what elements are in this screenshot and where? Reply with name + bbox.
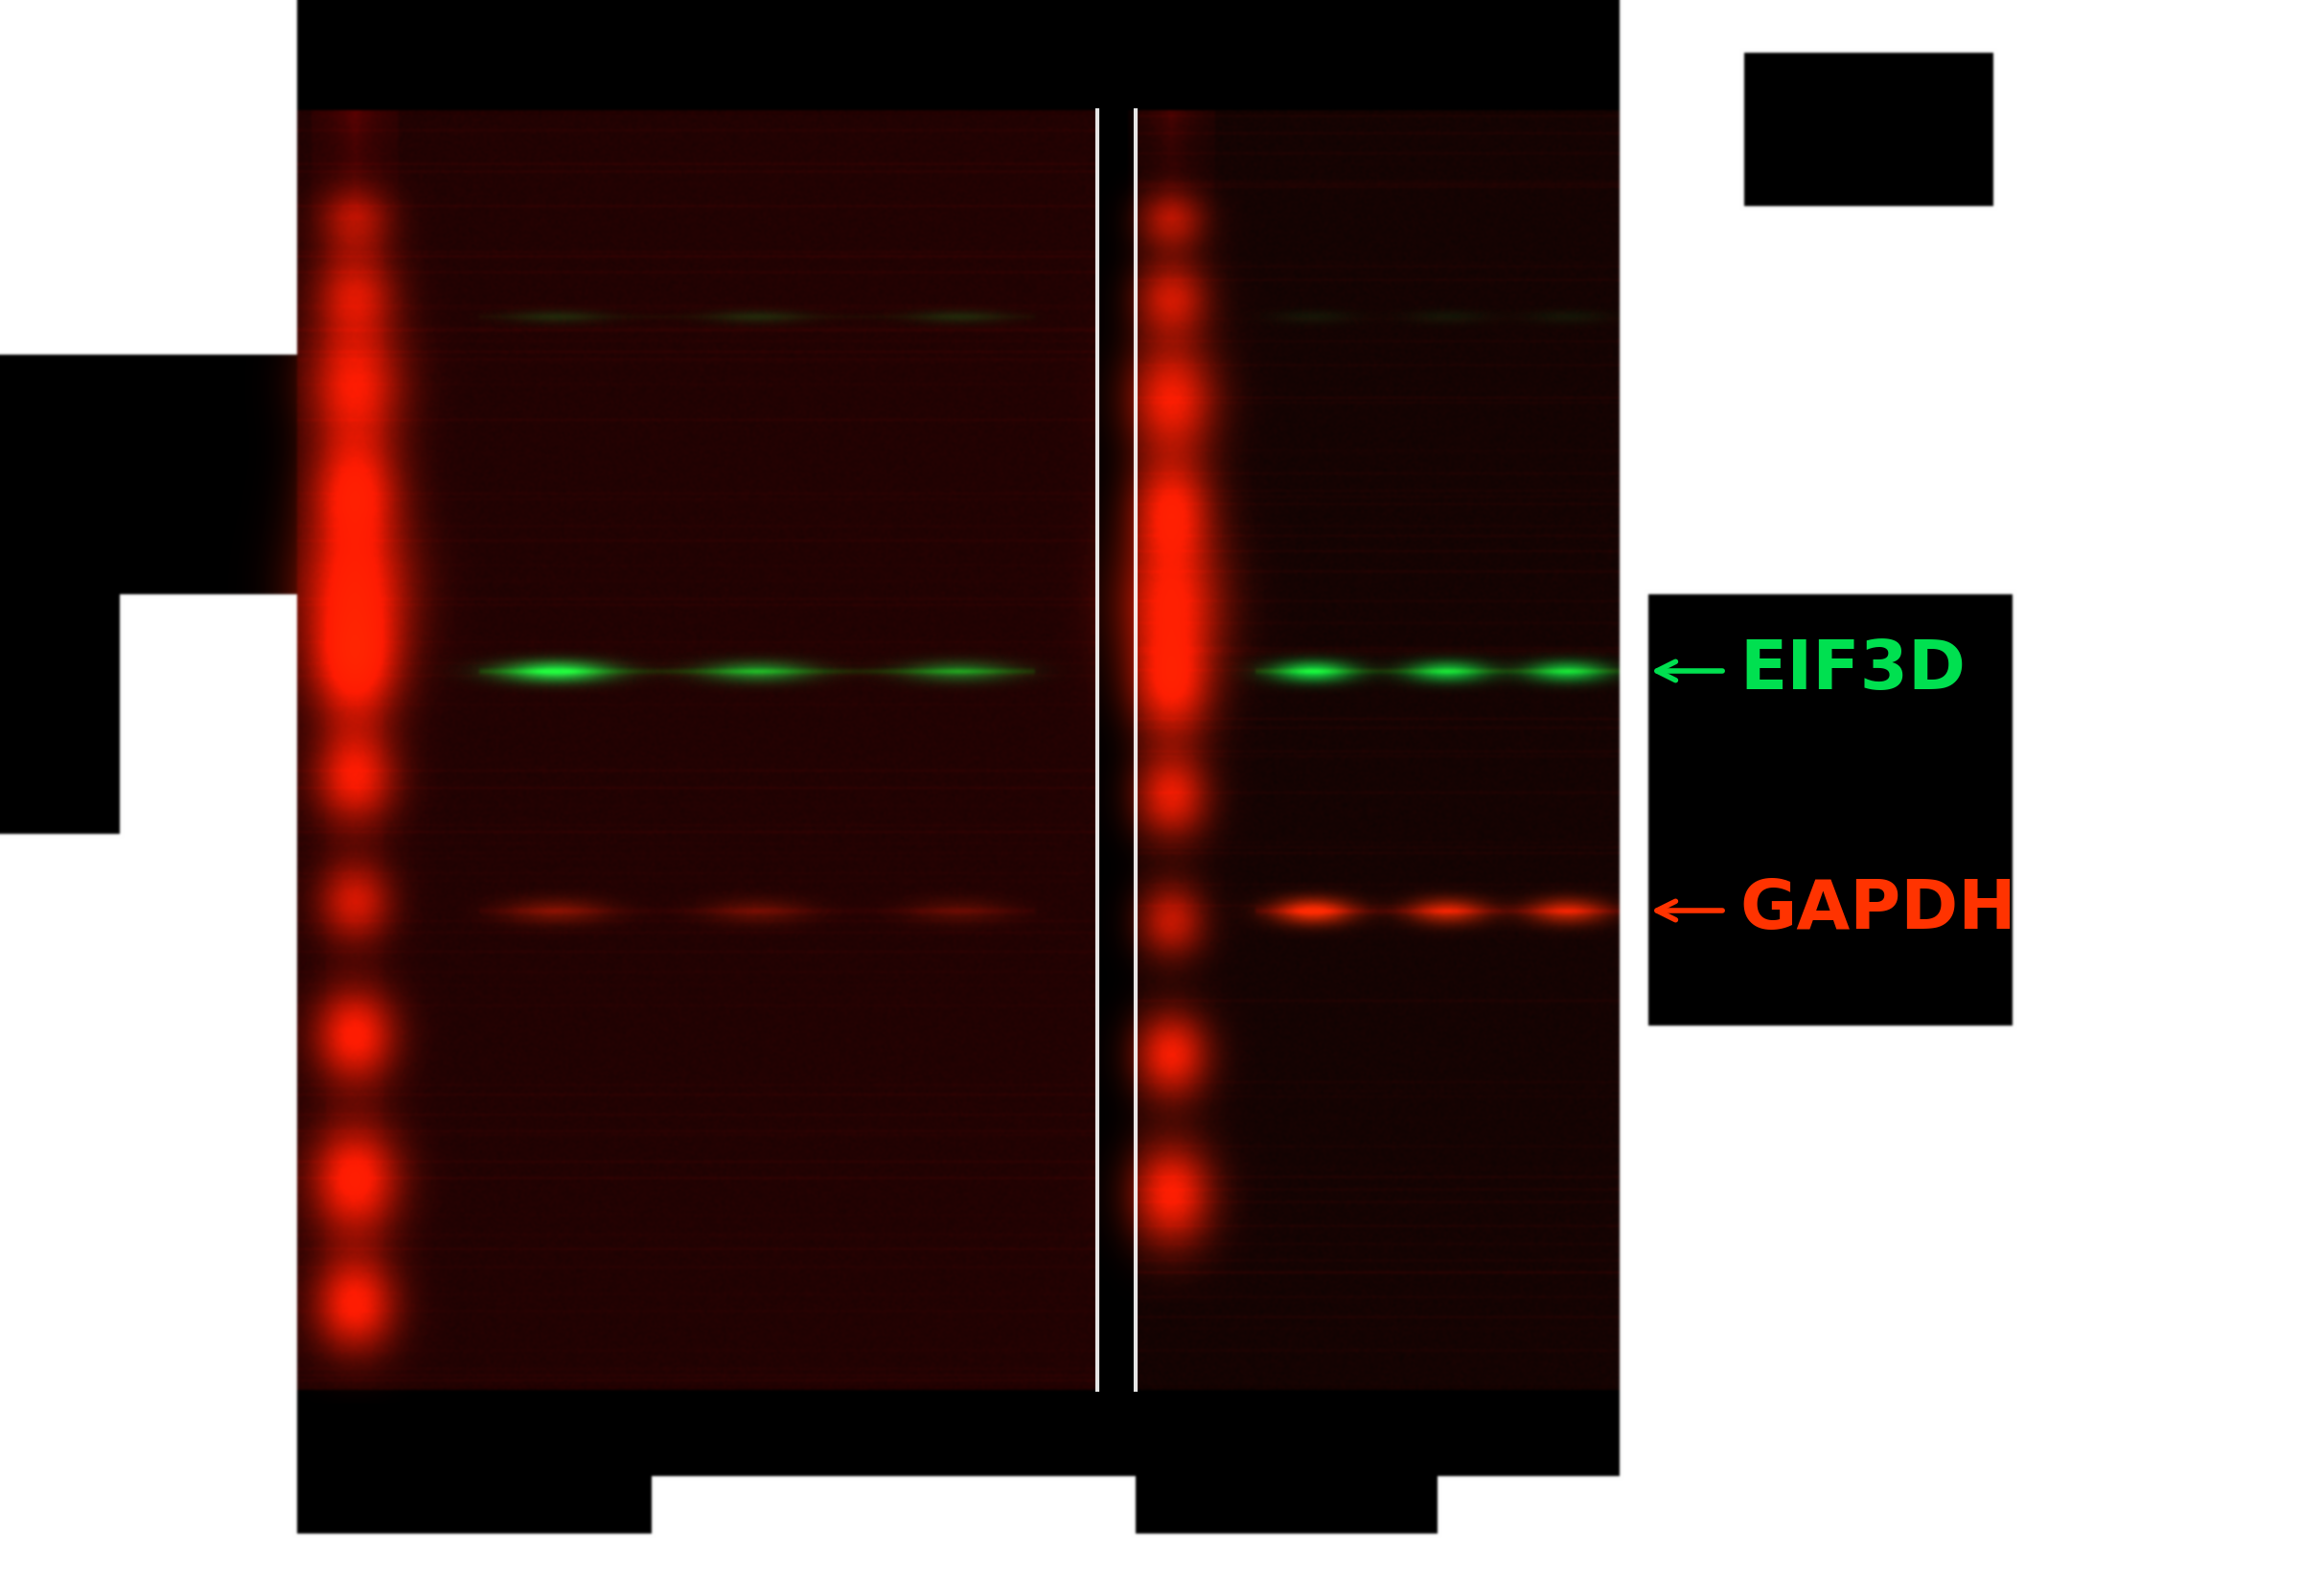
Text: GAPDH: GAPDH	[1738, 878, 2017, 943]
Text: EIF3D: EIF3D	[1738, 637, 1966, 704]
